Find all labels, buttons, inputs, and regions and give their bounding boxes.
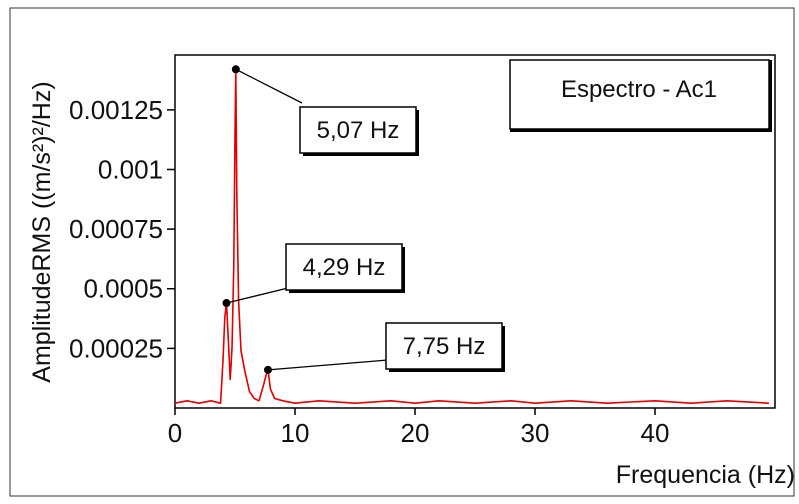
y-tick-label: 0.0005 (83, 274, 163, 304)
annotation-label: 5,07 Hz (317, 117, 400, 144)
legend-label: Espectro - Ac1 (561, 76, 717, 103)
annotation-marker (264, 365, 272, 374)
x-tick-label: 0 (168, 418, 182, 448)
annotation-leader (235, 68, 303, 104)
x-axis-label: Frequencia (Hz) (616, 461, 795, 489)
x-tick-label: 10 (281, 418, 310, 448)
x-tick-label: 30 (521, 418, 550, 448)
y-axis: 0.00025 0.0005 0.00075 0.001 0.00125 (69, 95, 175, 363)
x-tick-label: 40 (641, 418, 670, 448)
x-axis: 0 10 20 30 40 (168, 408, 670, 448)
annotation-leader (226, 287, 289, 304)
annotation-marker (231, 65, 240, 74)
annotation-marker (222, 299, 231, 308)
figure-frame (9, 7, 795, 497)
annotation-label: 4,29 Hz (303, 254, 386, 281)
y-tick-label: 0.00075 (69, 214, 163, 244)
annotation-box (385, 322, 503, 370)
y-axis-label: AmplitudeRMS ((m/s²)²/Hz) (28, 81, 56, 382)
legend-box (509, 59, 770, 130)
annotation-box (299, 106, 417, 154)
y-tick-label: 0.001 (98, 154, 163, 184)
y-tick-label: 0.00025 (69, 333, 163, 363)
annotation-box (285, 243, 403, 291)
annotation-layer: 5,07 Hz 4,29 Hz 7,75 Hz (222, 65, 505, 374)
annotation-label: 7,75 Hz (403, 333, 486, 360)
x-tick-label: 20 (401, 418, 430, 448)
annotation-leader (267, 359, 389, 371)
y-tick-label: 0.00125 (69, 95, 163, 125)
